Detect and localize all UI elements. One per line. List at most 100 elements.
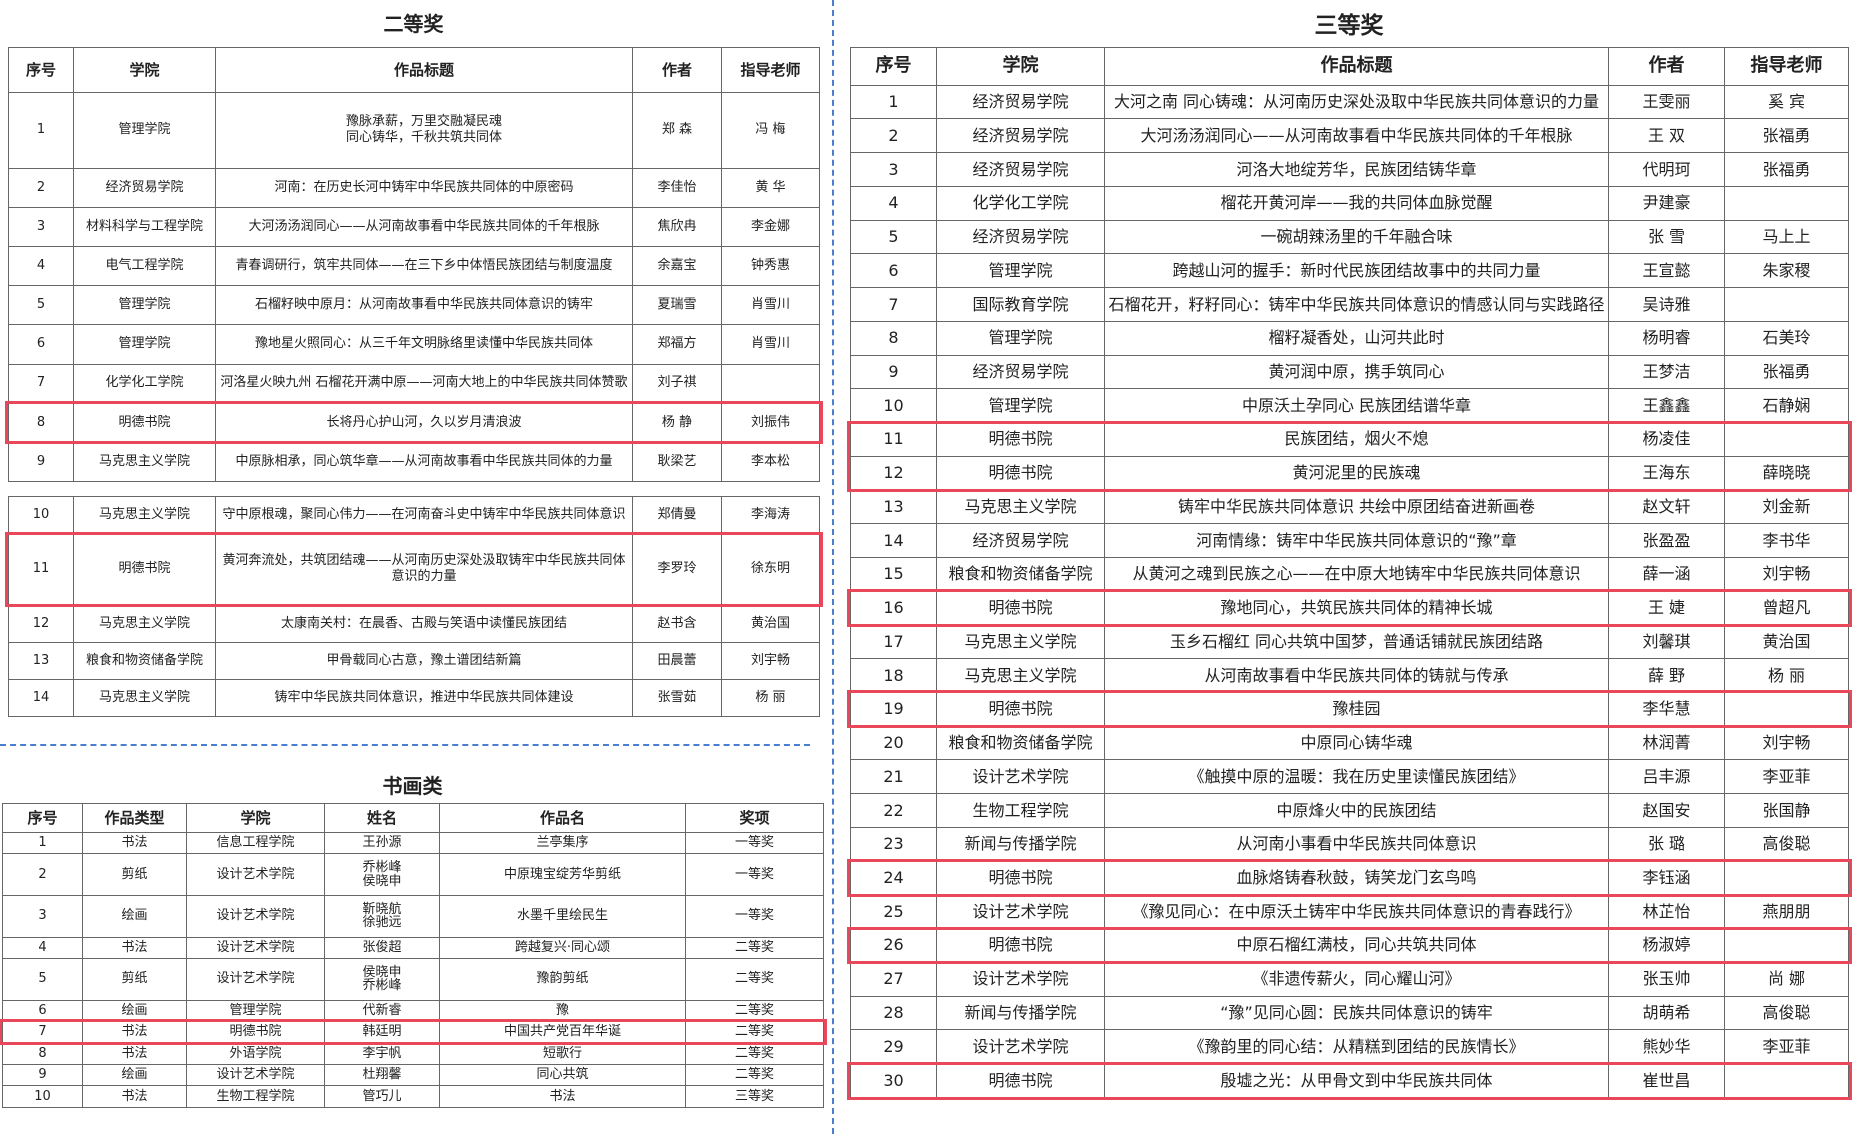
table-cell: 电气工程学院 bbox=[73, 246, 216, 287]
table-cell: 中原同心铸华魂 bbox=[1104, 725, 1609, 761]
table-cell: 冯 梅 bbox=[721, 91, 820, 169]
table-cell: 薛 野 bbox=[1608, 658, 1725, 693]
table-cell: 豫脉承薪，万里交融凝民魂 同心铸华，千秋共筑共同体 bbox=[215, 91, 633, 169]
table-cell: 跨越复兴·同心颂 bbox=[439, 936, 686, 959]
table-cell: 7 bbox=[2, 1020, 83, 1044]
table-cell: 国际教育学院 bbox=[936, 287, 1105, 322]
table-cell: 刘振伟 bbox=[721, 402, 820, 443]
table-cell: 8 bbox=[2, 1042, 83, 1065]
table-cell: 田晨蕾 bbox=[632, 641, 722, 680]
table-cell: 奚 宾 bbox=[1724, 84, 1849, 120]
table-row: 27 设计艺术学院 《非遗传薪火，同心耀山河》 张玉帅尚 娜 bbox=[850, 961, 1849, 997]
table-row: 9 经济贸易学院 黄河润中原，携手筑同心 王梦洁 张福勇 bbox=[850, 354, 1849, 390]
table-cell: 张俊超 bbox=[324, 936, 440, 959]
table-cell: 李书华 bbox=[1724, 523, 1849, 559]
table-cell: 书法 bbox=[439, 1085, 686, 1108]
table-cell: 《豫韵里的同心结：从精糕到团结的民族情长》 bbox=[1104, 1029, 1609, 1065]
table-cell: 黄治国 bbox=[1724, 624, 1849, 660]
table-cell: 5 bbox=[850, 219, 937, 255]
table-cell: 27 bbox=[850, 961, 937, 997]
table-cell: 杜翔馨 bbox=[324, 1063, 440, 1087]
table-cell: 乔彬峰 侯晓申 bbox=[324, 853, 440, 896]
column-header: 奖项 bbox=[685, 803, 824, 833]
table-cell: 23 bbox=[850, 826, 937, 862]
table-row: 28 新闻与传播学院 “豫”见同心圆：民族共同体意识的铸牢 胡萌希 高俊聪 bbox=[850, 995, 1849, 1031]
table-cell: 从河南故事看中华民族共同体的铸就与传承 bbox=[1104, 658, 1609, 693]
table-cell: 河洛星火映九州 石榴花开满中原——河南大地上的中华民族共同体赞歌 bbox=[215, 363, 633, 404]
table-cell: 12 bbox=[8, 604, 74, 643]
table-cell: 经济贸易学院 bbox=[936, 523, 1105, 559]
table-cell: 张玉帅 bbox=[1608, 961, 1725, 997]
header-row: 序号 作品类型 学院 姓名 作品名 奖项 bbox=[2, 803, 824, 833]
table-cell: 信息工程学院 bbox=[186, 831, 325, 855]
table-row: 6 管理学院 豫地星火照同心：从三千年文明脉络里读懂中华民族共同体 郑福方 肖雪川 bbox=[8, 324, 820, 365]
table-cell: 设计艺术学院 bbox=[936, 759, 1105, 795]
table-cell: 10 bbox=[850, 388, 937, 424]
table-cell: 刘宇畅 bbox=[1724, 725, 1849, 761]
table-cell: 管理学院 bbox=[936, 388, 1105, 424]
table-row: 20 粮食和物资储备学院 中原同心铸华魂 林润菁 刘宇畅 bbox=[850, 725, 1849, 761]
table-cell: 剪纸 bbox=[82, 853, 187, 896]
table-cell: 守中原根魂，聚同心伟力——在河南奋斗史中铸牢中华民族共同体意识 bbox=[215, 495, 633, 535]
table: 序号 学院 作品标题 作者 指导老师 1 经济贸易学院 大河之南 同心铸魂：从河南历史深处汲取… bbox=[850, 47, 1849, 1098]
table-cell: 经济贸易学院 bbox=[936, 152, 1105, 187]
table-cell: 薛晓晓 bbox=[1724, 455, 1849, 491]
table-cell: 林芷怡 bbox=[1608, 894, 1725, 930]
table-cell: 张 璐 bbox=[1608, 826, 1725, 862]
table-cell: 石榴籽映中原月：从河南故事看中华民族共同体意识的铸牢 bbox=[215, 285, 633, 326]
table-cell: 二等奖 bbox=[685, 1042, 824, 1065]
table-cell: 杨淑婷 bbox=[1608, 928, 1725, 963]
column-header: 学院 bbox=[936, 47, 1105, 86]
table-cell: 张雪茹 bbox=[632, 678, 722, 718]
table-row: 8 明德书院 长将丹心护山河，久以岁月清浪波杨 静刘振伟 bbox=[8, 402, 820, 443]
table-cell: 10 bbox=[8, 495, 74, 535]
table-cell: 黄河奔流处，共筑团结魂——从河南历史深处汲取铸牢中华民族共同体意识的力量 bbox=[215, 533, 633, 606]
table-cell: 29 bbox=[850, 1029, 937, 1065]
table-cell: 绘画 bbox=[82, 1063, 187, 1087]
table-cell: 二等奖 bbox=[685, 999, 824, 1022]
table-cell: 18 bbox=[850, 658, 937, 693]
divider bbox=[832, 0, 834, 1134]
table-cell bbox=[1724, 287, 1849, 322]
table-cell: 一等奖 bbox=[685, 853, 824, 896]
table-cell: 杨 丽 bbox=[1724, 658, 1849, 693]
table-row: 5 管理学院 石榴籽映中原月：从河南故事看中华民族共同体意识的铸牢 夏瑞雪 肖雪川 bbox=[8, 285, 820, 326]
table: 序号 学院 作品标题 作者 指导老师 1 管理学院 豫脉承薪，万里交融凝民魂 同心铸华，千秋共… bbox=[8, 47, 820, 483]
table-cell: 高俊聪 bbox=[1724, 826, 1849, 862]
table-cell: 经济贸易学院 bbox=[73, 167, 216, 208]
section-title: 书画类 bbox=[382, 774, 443, 798]
table-cell: 13 bbox=[850, 489, 937, 525]
table-cell: 刘子祺 bbox=[632, 363, 722, 404]
table-cell: 《豫见同心：在中原沃土铸牢中华民族共同体意识的青春践行》 bbox=[1104, 894, 1609, 930]
table-cell: 河南：在历史长河中铸牢中华民族共同体的中原密码 bbox=[215, 167, 633, 208]
table-cell: 同心共筑 bbox=[439, 1063, 686, 1087]
table-cell: 水墨千里绘民生 bbox=[439, 894, 686, 938]
table-cell: 豫桂园 bbox=[1104, 691, 1609, 727]
table-cell: 管巧儿 bbox=[324, 1085, 440, 1108]
table-cell: 河洛大地绽芳华，民族团结铸华章 bbox=[1104, 152, 1609, 187]
table-cell: 3 bbox=[8, 206, 74, 248]
table-cell: 4 bbox=[2, 936, 83, 959]
table-row: 29 设计艺术学院 《豫韵里的同心结：从精糕到团结的民族情长》 熊妙华 李亚菲 bbox=[850, 1029, 1849, 1065]
table-cell: 《非遗传薪火，同心耀山河》 bbox=[1104, 961, 1609, 997]
table-cell: 河南情缘：铸牢中华民族共同体意识的“豫”章 bbox=[1104, 523, 1609, 559]
table-cell bbox=[1724, 185, 1849, 221]
table-cell: 石静娴 bbox=[1724, 388, 1849, 424]
table-cell: 肖雪川 bbox=[721, 324, 820, 365]
table-cell: 曾超凡 bbox=[1724, 590, 1849, 626]
table-cell: 靳晓航 徐驰远 bbox=[324, 894, 440, 938]
column-header: 作者 bbox=[1608, 47, 1725, 86]
table-cell: 豫地同心，共筑民族共同体的精神长城 bbox=[1104, 590, 1609, 626]
table-row: 12 马克思主义学院 太康南关村：在晨香、古殿与笑语中读懂民族团结 赵书含 黄治国 bbox=[8, 604, 820, 643]
table-cell: 尹建豪 bbox=[1608, 185, 1725, 221]
table-cell: 张福勇 bbox=[1724, 152, 1849, 187]
table-cell: 王 婕 bbox=[1608, 590, 1725, 626]
table-cell: 高俊聪 bbox=[1724, 995, 1849, 1031]
table-cell bbox=[1724, 691, 1849, 727]
table-cell bbox=[1724, 1063, 1849, 1098]
table-cell: 熊妙华 bbox=[1608, 1029, 1725, 1065]
table-cell: 9 bbox=[2, 1063, 83, 1087]
table-row: 4 电气工程学院 青春调研行，筑牢共同体——在三下乡中体悟民族团结与制度温度 余嘉宝钟… bbox=[8, 246, 820, 287]
table-cell: 明德书院 bbox=[936, 455, 1105, 491]
table-row: 2 经济贸易学院 大河汤汤润同心——从河南故事看中华民族共同体的千年根脉王 双张福勇 bbox=[850, 118, 1849, 154]
